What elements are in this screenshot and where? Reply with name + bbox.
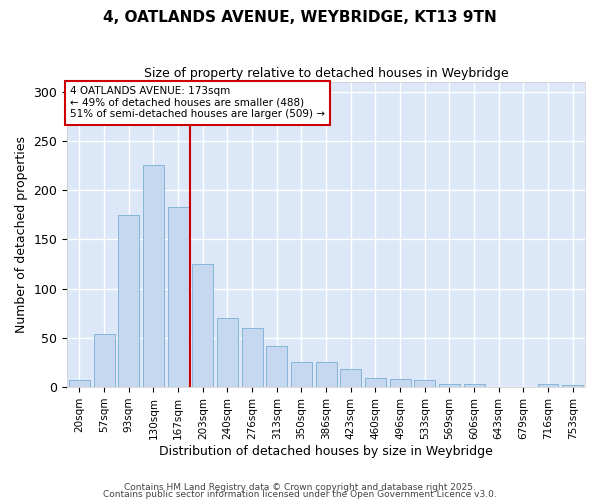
- Bar: [291, 362, 312, 387]
- X-axis label: Distribution of detached houses by size in Weybridge: Distribution of detached houses by size …: [159, 444, 493, 458]
- Bar: [365, 378, 386, 387]
- Bar: [242, 328, 263, 387]
- Text: Contains public sector information licensed under the Open Government Licence v3: Contains public sector information licen…: [103, 490, 497, 499]
- Bar: [538, 384, 559, 387]
- Text: Contains HM Land Registry data © Crown copyright and database right 2025.: Contains HM Land Registry data © Crown c…: [124, 484, 476, 492]
- Y-axis label: Number of detached properties: Number of detached properties: [15, 136, 28, 333]
- Bar: [217, 318, 238, 387]
- Bar: [192, 264, 213, 387]
- Bar: [316, 362, 337, 387]
- Bar: [266, 346, 287, 387]
- Text: 4 OATLANDS AVENUE: 173sqm
← 49% of detached houses are smaller (488)
51% of semi: 4 OATLANDS AVENUE: 173sqm ← 49% of detac…: [70, 86, 325, 120]
- Bar: [69, 380, 90, 387]
- Text: 4, OATLANDS AVENUE, WEYBRIDGE, KT13 9TN: 4, OATLANDS AVENUE, WEYBRIDGE, KT13 9TN: [103, 10, 497, 25]
- Bar: [414, 380, 435, 387]
- Bar: [143, 166, 164, 387]
- Bar: [94, 334, 115, 387]
- Bar: [167, 207, 188, 387]
- Bar: [439, 384, 460, 387]
- Bar: [340, 370, 361, 387]
- Bar: [118, 214, 139, 387]
- Title: Size of property relative to detached houses in Weybridge: Size of property relative to detached ho…: [144, 68, 508, 80]
- Bar: [562, 385, 583, 387]
- Bar: [389, 379, 410, 387]
- Bar: [464, 384, 485, 387]
